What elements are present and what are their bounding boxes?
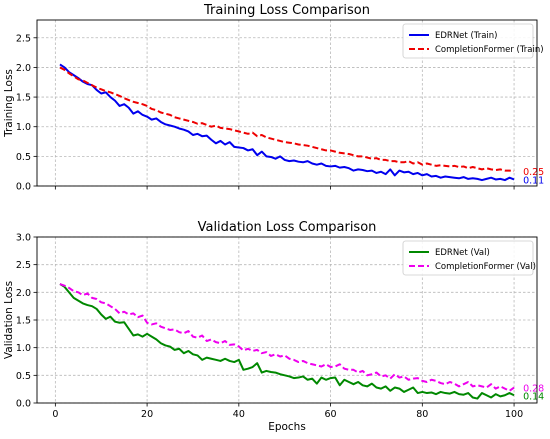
series-line-edrnet-train-	[59, 63, 515, 182]
y-axis-label: Training Loss	[3, 69, 15, 138]
y-tick-label: 3.0	[16, 233, 31, 244]
legend-box	[402, 240, 534, 276]
series-line-completionformer-val-	[59, 283, 515, 392]
end-value-label: 0.28	[523, 384, 544, 395]
chart-title: Validation Loss Comparison	[198, 220, 377, 235]
y-tick-label: 0.0	[16, 182, 31, 193]
x-tick-label: 100	[505, 409, 523, 420]
y-tick-label: 0.5	[16, 152, 31, 163]
series-line-completionformer-train-	[59, 66, 515, 173]
y-tick-label: 2.5	[16, 260, 31, 271]
legend: EDRNet (Train) CompletionFormer (Train)	[402, 23, 544, 59]
chart-title: Training Loss Comparison	[203, 3, 370, 18]
x-tick-label: 20	[141, 409, 153, 420]
end-value-label: 0.14	[523, 391, 544, 402]
y-tick-label: 0.0	[16, 399, 31, 410]
legend-label: CompletionFormer (Val)	[435, 262, 536, 272]
chart-panel-2: Validation Loss Comparison 0.140.28 0 20 40 6…	[3, 220, 544, 433]
y-tick-label: 1.0	[16, 122, 31, 133]
y-tick-label: 1.0	[16, 343, 31, 354]
end-value-label: 0.25	[523, 167, 544, 178]
x-tick-label: 60	[325, 409, 337, 420]
x-tick-label: 80	[416, 409, 428, 420]
y-tick-label: 1.5	[16, 316, 31, 327]
y-tick-label: 2.0	[16, 63, 31, 74]
end-value-label: 0.11	[523, 175, 544, 186]
x-tick-label: 40	[233, 409, 245, 420]
x-tick-label: 0	[52, 409, 58, 420]
legend-box	[402, 23, 534, 59]
legend: EDRNet (Val) CompletionFormer (Val)	[402, 240, 536, 276]
y-tick-label: 0.5	[16, 371, 31, 382]
y-axis-label: Validation Loss	[3, 281, 15, 359]
y-tick-label: 2.0	[16, 288, 31, 299]
y-tick-label: 2.5	[16, 33, 31, 44]
y-tick-label: 1.5	[16, 93, 31, 104]
series-line-edrnet-val-	[59, 283, 515, 400]
legend-label: EDRNet (Train)	[435, 31, 497, 41]
legend-label: EDRNet (Val)	[435, 248, 490, 258]
chart-panel-1: Training Loss Comparison 0.110.25 0.0 0.5 1.…	[3, 3, 544, 193]
legend-label: CompletionFormer (Train)	[435, 45, 544, 55]
plot-frame	[36, 19, 538, 187]
x-axis-label: Epochs	[268, 421, 306, 433]
